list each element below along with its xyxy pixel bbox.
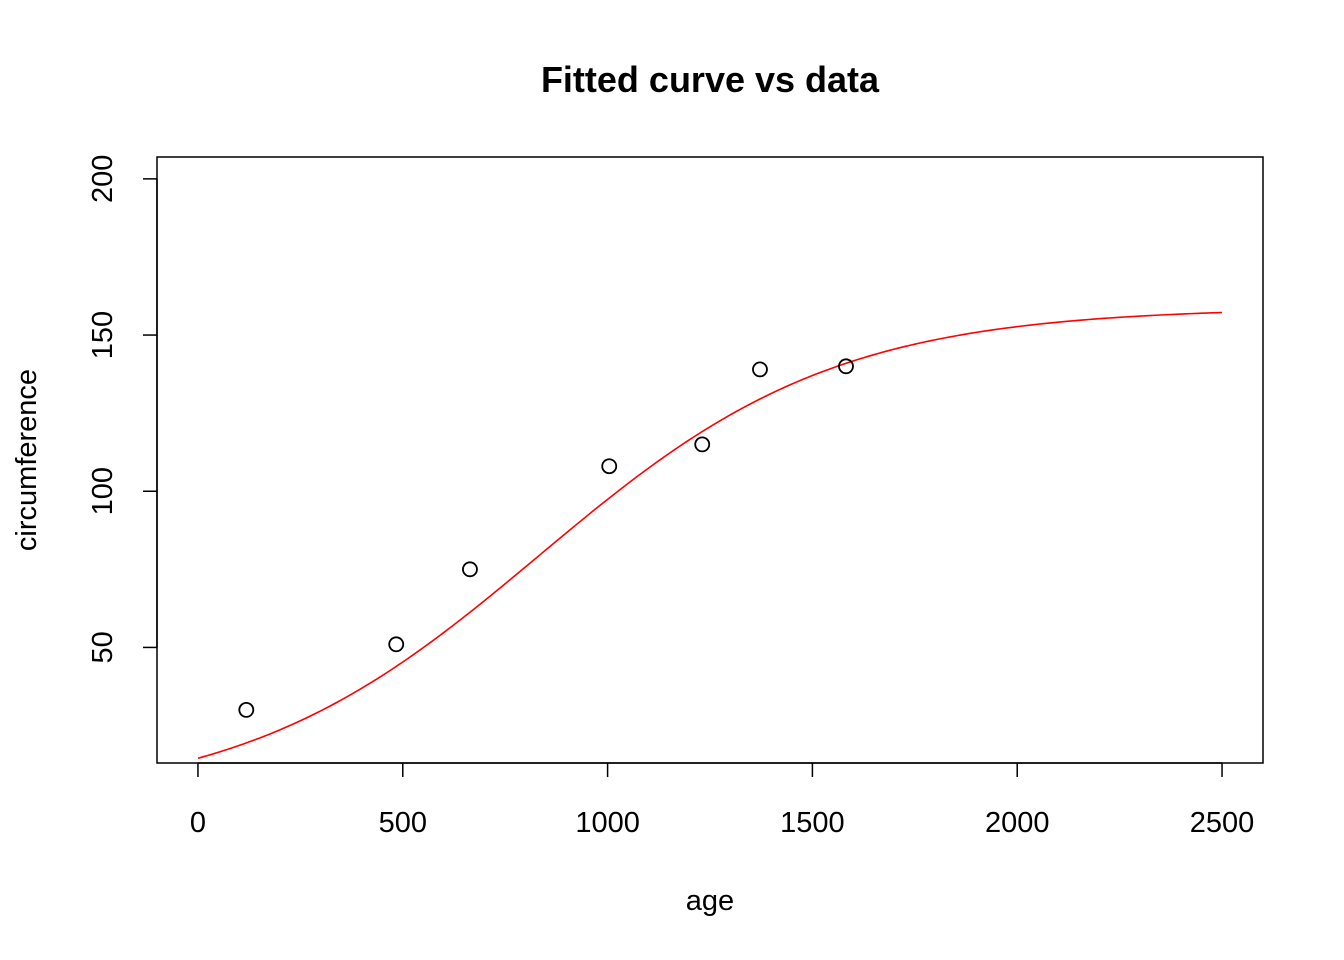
- x-tick-label: 1000: [575, 807, 640, 839]
- x-axis-label: age: [686, 885, 734, 917]
- chart-title: Fitted curve vs data: [541, 59, 880, 100]
- y-tick-label: 150: [87, 311, 119, 359]
- data-point: [838, 358, 854, 375]
- data-point: [238, 701, 255, 718]
- y-tick-label: 200: [87, 155, 119, 203]
- data-point: [752, 361, 768, 378]
- y-tick-label: 100: [87, 467, 119, 515]
- fitted-curve-line: [197, 311, 1223, 760]
- data-point: [694, 436, 711, 453]
- x-tick-label: 500: [379, 807, 427, 839]
- plot-area: [156, 156, 1264, 764]
- x-tick-label: 0: [190, 807, 206, 839]
- x-tick-label: 2000: [985, 807, 1050, 839]
- data-point: [462, 561, 478, 578]
- data-points: [238, 358, 854, 718]
- x-axis: 0 500 1000 1500 2000 2500: [190, 762, 1255, 839]
- data-point: [601, 458, 618, 475]
- y-axis: 50 100 150 200: [87, 155, 158, 664]
- y-tick-label: 50: [87, 631, 119, 663]
- x-tick-label: 2500: [1190, 807, 1255, 839]
- x-tick-label: 1500: [780, 807, 845, 839]
- data-point: [388, 636, 405, 653]
- y-axis-label: circumference: [11, 369, 43, 551]
